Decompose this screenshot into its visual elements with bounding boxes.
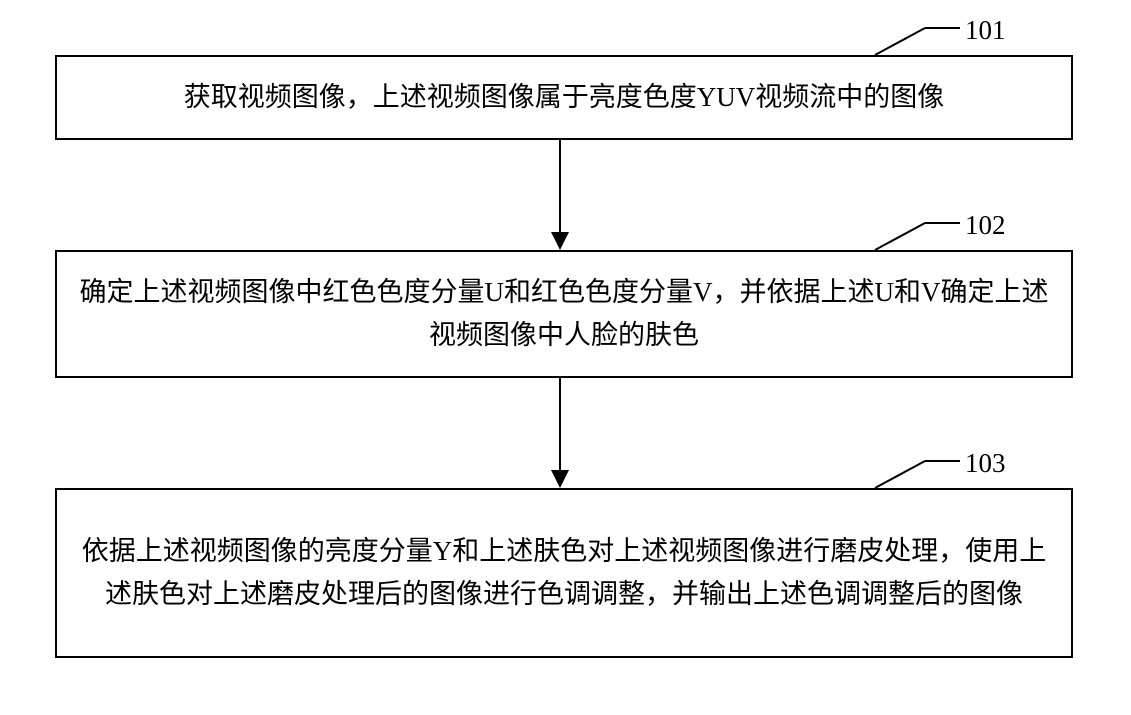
arrow-2-shaft — [559, 378, 561, 470]
step-label-text-103: 103 — [965, 448, 1006, 478]
arrow-1-shaft — [559, 140, 561, 232]
step-label-103: 103 — [965, 448, 1006, 479]
callout-101 — [875, 28, 965, 58]
callout-102 — [875, 223, 965, 253]
step-box-103: 依据上述视频图像的亮度分量Y和上述肤色对上述视频图像进行磨皮处理，使用上述肤色对… — [55, 488, 1073, 658]
step-text-103: 依据上述视频图像的亮度分量Y和上述肤色对上述视频图像进行磨皮处理，使用上述肤色对… — [77, 530, 1051, 616]
arrow-1-head — [551, 232, 569, 250]
step-box-101: 获取视频图像，上述视频图像属于亮度色度YUV视频流中的图像 — [55, 55, 1073, 140]
step-text-102: 确定上述视频图像中红色色度分量U和红色色度分量V，并依据上述U和V确定上述视频图… — [77, 271, 1051, 357]
arrow-2-head — [551, 470, 569, 488]
step-text-101: 获取视频图像，上述视频图像属于亮度色度YUV视频流中的图像 — [184, 76, 945, 119]
callout-103 — [875, 461, 965, 491]
step-label-text-102: 102 — [965, 210, 1006, 240]
step-label-102: 102 — [965, 210, 1006, 241]
step-label-101: 101 — [965, 15, 1006, 46]
step-label-text-101: 101 — [965, 15, 1006, 45]
step-box-102: 确定上述视频图像中红色色度分量U和红色色度分量V，并依据上述U和V确定上述视频图… — [55, 250, 1073, 378]
